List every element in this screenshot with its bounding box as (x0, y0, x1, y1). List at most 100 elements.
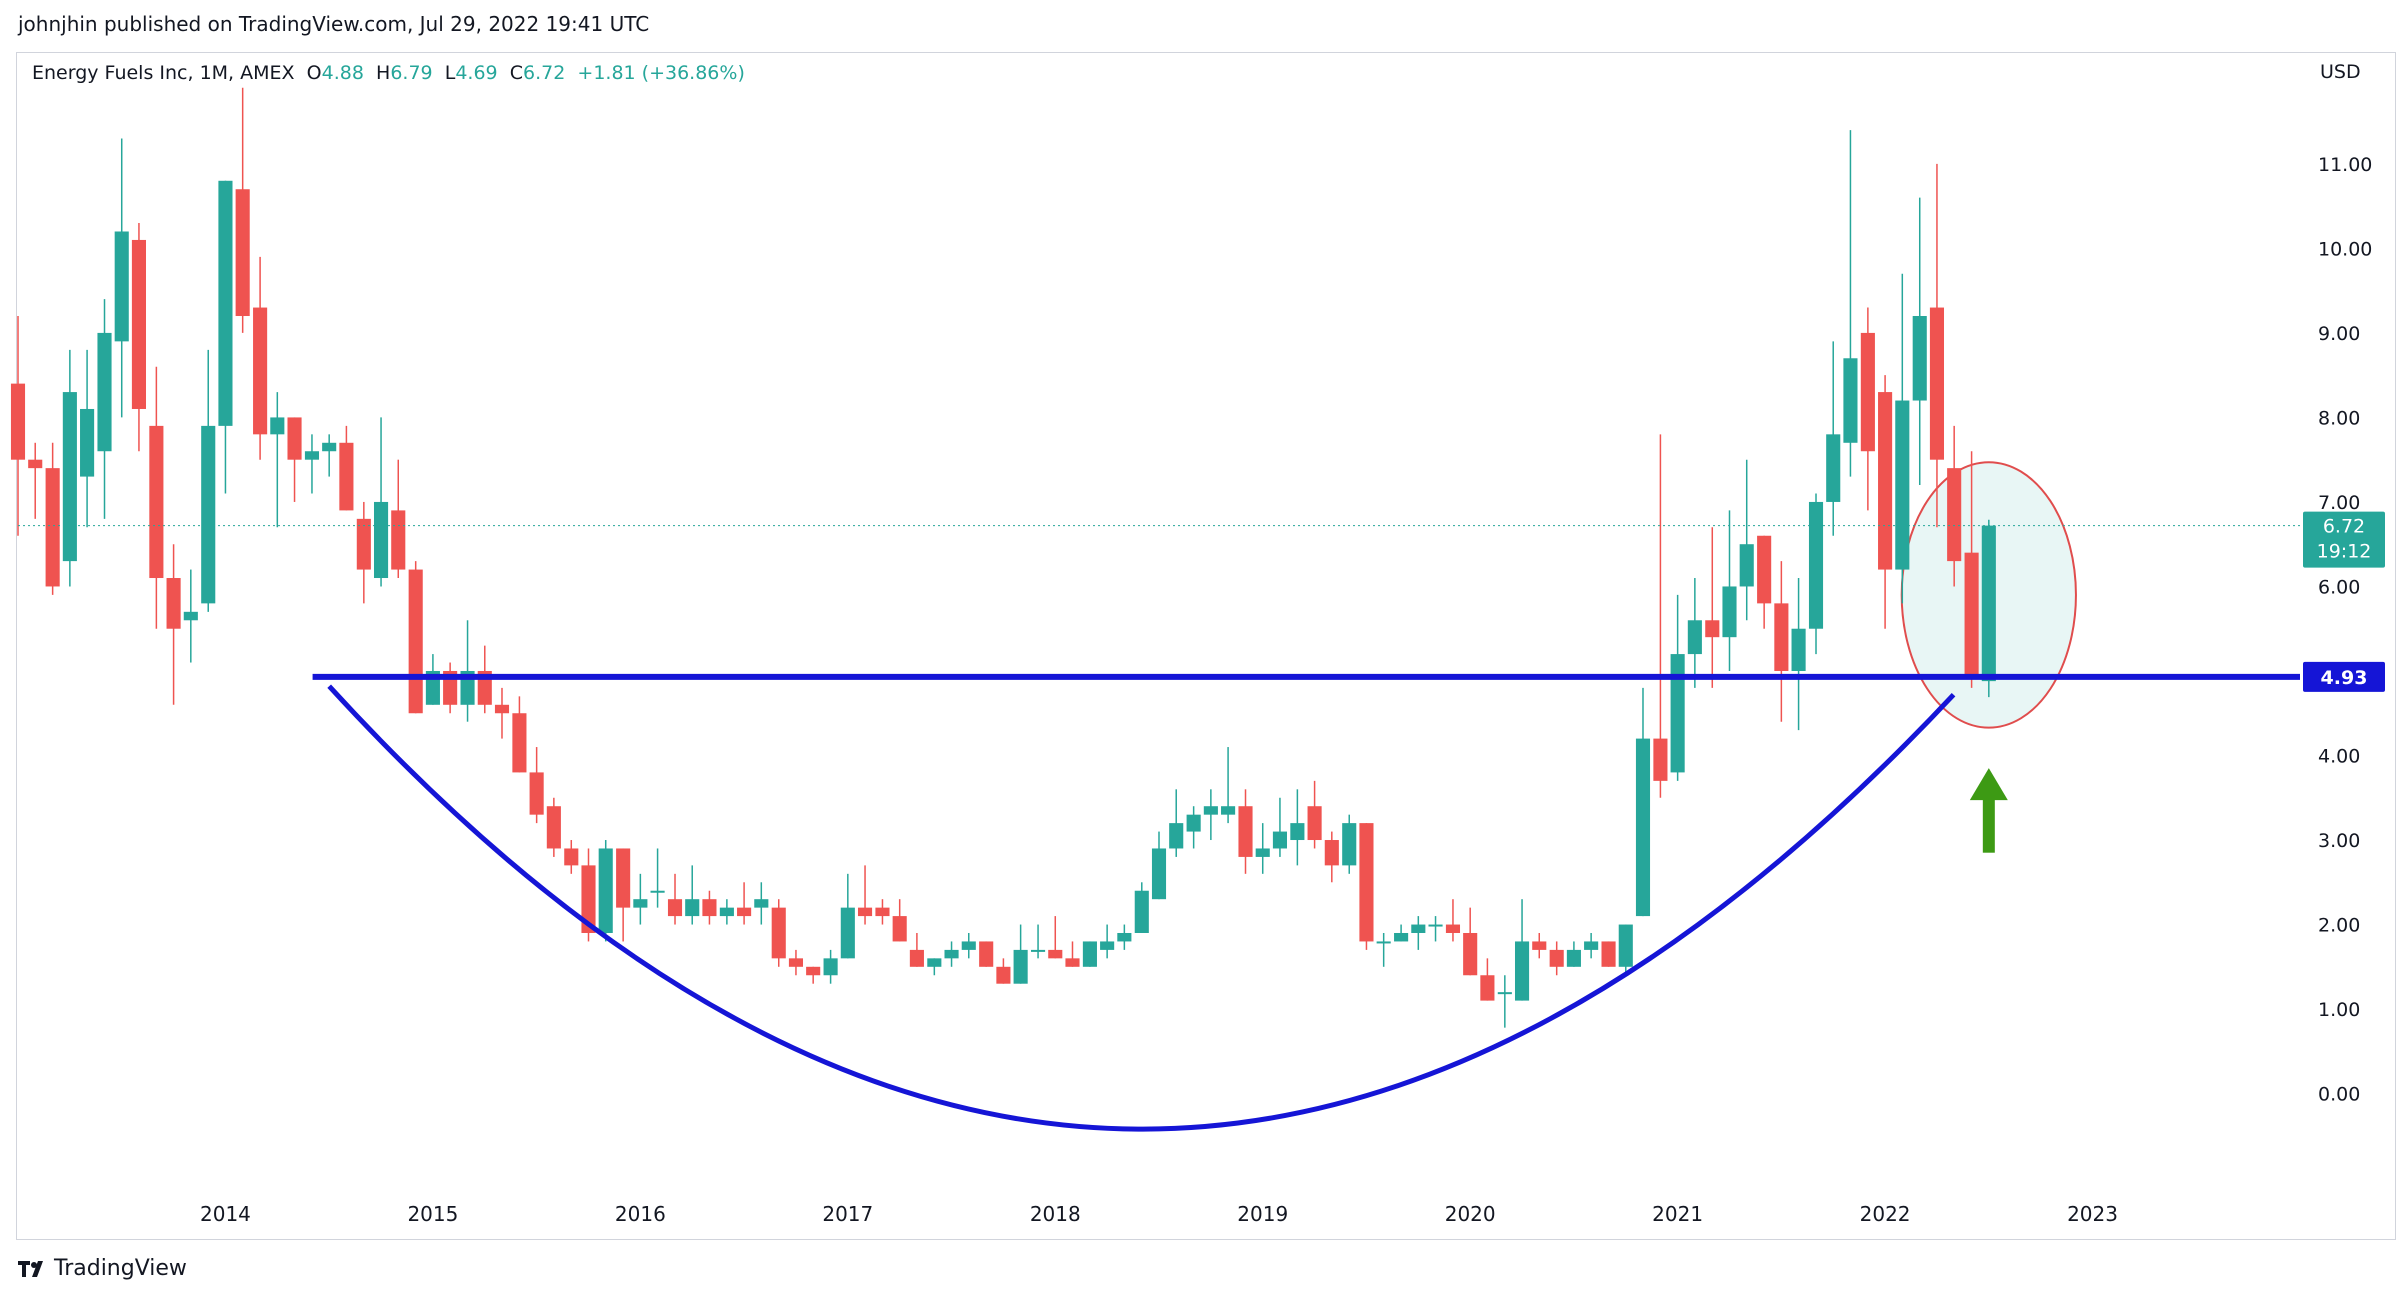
candle-body (1342, 823, 1357, 866)
candle-body (1687, 620, 1702, 655)
candle-body (979, 941, 994, 967)
candle-body (1584, 941, 1599, 950)
candle-body (1013, 949, 1028, 984)
candle-body (1878, 392, 1893, 570)
candle-body (1186, 814, 1201, 832)
candle-body (1394, 932, 1409, 942)
candle-body (857, 907, 873, 917)
published-info: johnjhin published on TradingView.com, J… (18, 12, 650, 36)
candle-body (909, 949, 924, 967)
y-tick-label: 10.00 (2318, 238, 2372, 260)
x-tick-label: 2020 (1445, 1202, 1496, 1226)
candle-body (944, 949, 959, 959)
open-value: 4.88 (321, 62, 364, 84)
candle-body (719, 907, 734, 917)
candle-body (1964, 552, 1979, 680)
symbol-name[interactable]: Energy Fuels Inc, 1M, AMEX (32, 62, 295, 84)
candle-body (1566, 949, 1581, 967)
candle-body (45, 468, 60, 587)
candle-body (1791, 628, 1806, 671)
x-tick-label: 2015 (407, 1202, 458, 1226)
candle-body (1324, 840, 1339, 866)
candle-body (1514, 941, 1530, 1001)
close-value: 6.72 (523, 62, 566, 84)
y-tick-label: 0.00 (2318, 1084, 2360, 1106)
candle-body (1255, 848, 1270, 857)
support-price-tag (2303, 661, 2385, 692)
high-value: 6.79 (390, 62, 433, 84)
candle-body (1169, 823, 1184, 849)
candle-body (235, 189, 250, 317)
candle-body (667, 899, 683, 917)
tradingview-brand: TradingView (54, 1256, 187, 1281)
candle-body (581, 865, 596, 933)
candle-body (356, 518, 371, 570)
cup-curve (327, 684, 1956, 1132)
candle-body (1705, 620, 1720, 638)
candle-body (131, 239, 146, 409)
candle-body (201, 425, 216, 604)
x-tick-label: 2022 (1860, 1202, 1911, 1226)
candle-body (270, 417, 285, 435)
candle-body (1722, 586, 1737, 638)
candle-body (1411, 924, 1426, 933)
candle-body (1757, 535, 1772, 604)
candle-body (1238, 806, 1253, 857)
open-label: O (306, 62, 322, 84)
candle-body (650, 890, 665, 893)
x-tick-label: 2017 (822, 1202, 873, 1226)
candle-body (1445, 924, 1461, 933)
candle-body (823, 958, 838, 976)
candle-body (322, 442, 337, 452)
y-tick-label: 1.00 (2318, 999, 2360, 1021)
candle-body (28, 459, 43, 469)
candle-body (97, 332, 112, 452)
last-price-label: 6.72 (2323, 516, 2365, 538)
x-tick-label: 2023 (2067, 1202, 2118, 1226)
candle-body (339, 442, 354, 511)
candle-body (1947, 468, 1962, 562)
candle-body (1134, 890, 1149, 933)
candle-body (166, 578, 181, 629)
candle-body (1912, 316, 1927, 401)
candle-body (1895, 400, 1910, 570)
candle-body (1307, 806, 1322, 841)
candle-body (1981, 525, 1996, 682)
candle-body (927, 958, 942, 967)
candle-body (788, 958, 804, 967)
candle-body (806, 966, 821, 976)
candle-body (373, 501, 389, 579)
x-tick-label: 2018 (1030, 1202, 1081, 1226)
candle-body (702, 899, 717, 917)
candle-body (1826, 434, 1841, 502)
candle-body (1290, 823, 1305, 841)
candle-body (1532, 941, 1547, 950)
up-arrow-shaft (1982, 798, 1995, 853)
candle-body (494, 704, 510, 714)
y-tick-label: 3.00 (2318, 830, 2360, 852)
candle-body (1428, 924, 1443, 927)
candle-body (1272, 831, 1287, 849)
y-tick-label: 4.00 (2318, 746, 2360, 768)
tradingview-logo[interactable]: TradingView (18, 1256, 187, 1281)
candle-body (80, 408, 95, 477)
x-tick-label: 2019 (1237, 1202, 1288, 1226)
close-label: C (509, 62, 523, 84)
low-label: L (444, 62, 456, 84)
candle-body (1117, 932, 1132, 942)
y-tick-label: 6.00 (2318, 576, 2360, 598)
candle-body (304, 451, 320, 460)
candle-body (546, 806, 561, 849)
x-tick-label: 2014 (200, 1202, 251, 1226)
y-tick-label: 7.00 (2318, 492, 2360, 514)
candle-body (633, 899, 648, 908)
candle-body (875, 907, 890, 917)
candle-body (1359, 823, 1374, 942)
symbol-legend: Energy Fuels Inc, 1M, AMEX O4.88 H6.79 L… (32, 62, 745, 84)
candle-body (512, 713, 527, 773)
candle-body (996, 966, 1011, 984)
candle-body (62, 392, 77, 562)
low-value: 4.69 (455, 62, 498, 84)
candle-body (1100, 941, 1115, 950)
